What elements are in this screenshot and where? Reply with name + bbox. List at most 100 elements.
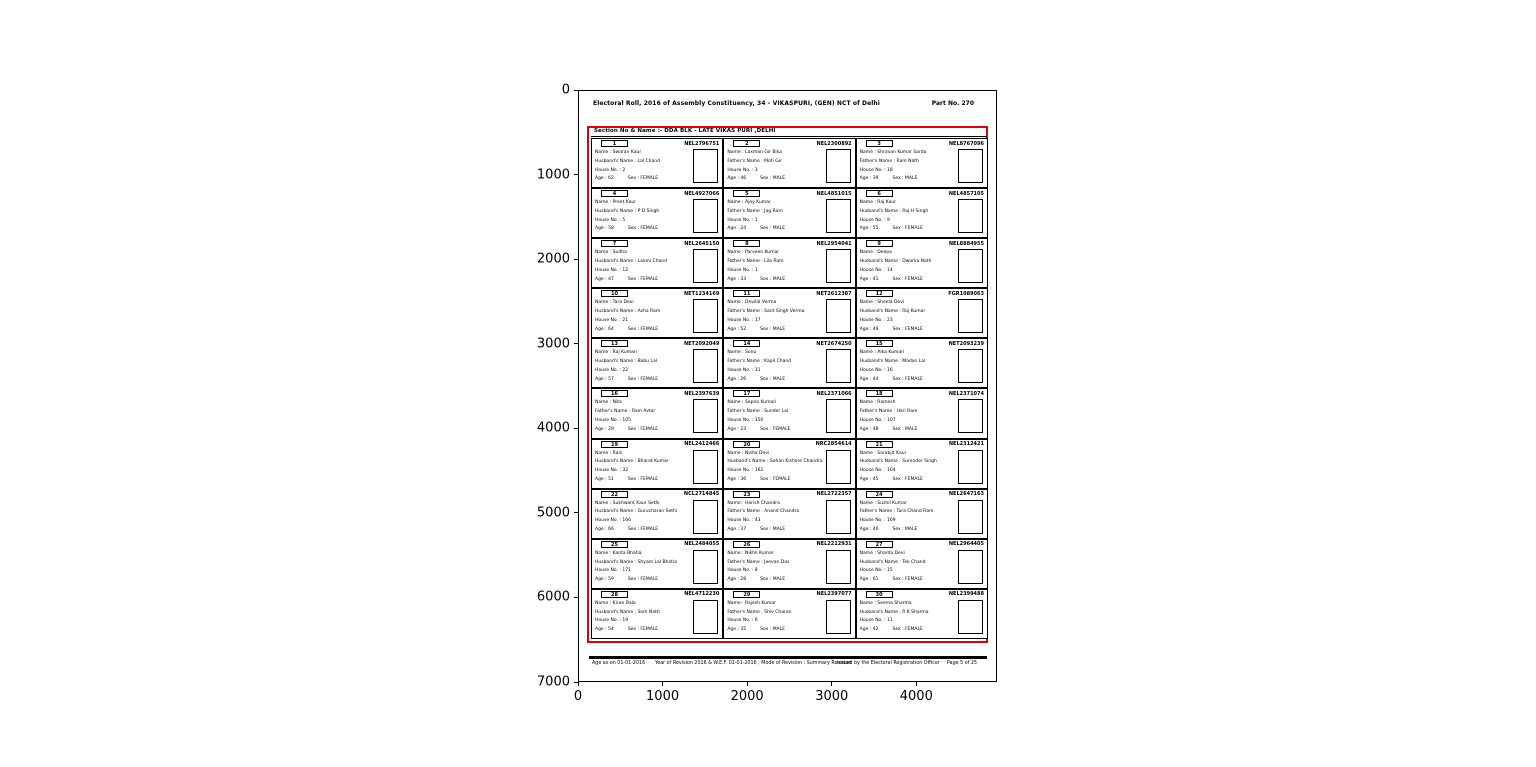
- serial-number-box: 27: [865, 540, 893, 548]
- epic-id: NEL4927066: [684, 190, 720, 197]
- y-tick-mark: [574, 89, 578, 91]
- voter-fields: Name : Harish Chandra Father's Name : Ana…: [727, 500, 827, 535]
- field-name: Name : Sharda Devi: [859, 550, 905, 556]
- voter-fields: Name : Preet Kaur Husband's Name : P D Si…: [595, 199, 695, 234]
- voter-fields: Name : Kiran Bala Husband's Name : Som Na…: [595, 600, 695, 635]
- field-name: Name : Nisha Devi: [727, 450, 770, 456]
- field-age-sex: Age : 49 Sex : FEMALE: [859, 326, 923, 332]
- field-age-sex: Age : 23 Sex : FEMALE: [727, 426, 791, 432]
- field-name: Name : Sheela Devi: [859, 300, 905, 306]
- voter-fields: Name : Ramesh Father's Name : Hari Ram Hou…: [860, 399, 960, 434]
- x-tick-mark: [662, 682, 664, 686]
- field-name: Name : Kiran Bala: [595, 600, 636, 606]
- photo-placeholder-box: [825, 149, 851, 183]
- serial-number-box: 20: [733, 440, 761, 448]
- field-age-sex: Age : 44 Sex : FEMALE: [859, 376, 923, 382]
- field-name: Name : Preet Kaur: [595, 200, 637, 206]
- field-age-sex: Age : 47 Sex : FEMALE: [595, 276, 659, 282]
- voter-fields: Name : Laxman Gir Bika Father's Name : Mo…: [727, 149, 827, 184]
- field-house-no: House No. : 9: [859, 217, 890, 223]
- epic-id: NRC2854614: [815, 441, 852, 448]
- voter-fields: Name : Sonu Father's Name : Kapil Chand Ho…: [727, 349, 827, 384]
- voter-entry-cell: 8 NEL2954041 Name : Parveen Kumar Father's …: [723, 238, 856, 289]
- voter-fields: Name : Nikhil Kumar Father's Name : Jeeva…: [727, 550, 827, 585]
- voter-fields: Name : Swaran Kaur Husband's Name : Lal C…: [595, 149, 695, 184]
- epic-id: NET1234169: [683, 290, 720, 297]
- photo-placeholder-box: [957, 149, 983, 183]
- serial-number-box: 8: [733, 240, 761, 248]
- serial-number-box: 19: [601, 440, 628, 448]
- voter-entries-grid: 1 NEL2796751 Name : Swaran Kaur Husband's N…: [591, 138, 988, 639]
- epic-id: NET2092049: [683, 340, 720, 347]
- voter-entry-cell: 19 NEL2412466 Name : Rani Husband's Name : …: [591, 438, 724, 489]
- x-tick-mark: [746, 682, 748, 686]
- epic-id: NEL2397077: [816, 591, 852, 598]
- field-relation: Father's Name : Hari Ram: [859, 409, 918, 415]
- field-name: Name : Kanta Bhatia: [595, 550, 642, 556]
- x-tick-label: 4000: [899, 689, 933, 704]
- epic-id: NET2093239: [948, 340, 984, 347]
- voter-fields: Name : Nisha Devi Husband's Name : Sohan …: [727, 450, 827, 485]
- serial-number-box: 2: [733, 140, 761, 147]
- field-relation: Father's Name : Sunder Lal: [727, 409, 789, 415]
- field-age-sex: Age : 57 Sex : FEMALE: [595, 376, 659, 382]
- field-name: Name : Seema Sharma: [859, 600, 912, 606]
- photo-placeholder-box: [693, 449, 719, 484]
- field-name: Name : Sudha: [595, 250, 627, 256]
- photo-placeholder-box: [825, 199, 851, 234]
- field-house-no: House No. : 43: [727, 518, 761, 524]
- field-age-sex: Age : 40 Sex : MALE: [859, 527, 918, 533]
- x-tick-label: 1000: [646, 689, 680, 704]
- voter-fields: Name : Seema Sharma Husband's Name : R K …: [860, 600, 960, 635]
- photo-placeholder-box: [825, 399, 851, 434]
- photo-placeholder-box: [825, 499, 851, 534]
- footer-issued-by: Issued by the Electoral Registration Off…: [837, 661, 940, 666]
- serial-number-box: 16: [601, 390, 628, 398]
- field-house-no: House No. : 31: [727, 367, 761, 373]
- voter-entry-cell: 14 NET2674250 Name : Sonu Father's Name : K…: [723, 338, 856, 389]
- photo-placeholder-box: [957, 249, 983, 284]
- voter-entry-cell: 23 NEL2722357 Name : Harish Chandra Father'…: [723, 488, 856, 539]
- x-tick-mark: [831, 682, 833, 686]
- y-tick-mark: [574, 258, 578, 260]
- field-age-sex: Age : 42 Sex : FEMALE: [859, 627, 923, 633]
- field-house-no: House No. : 14: [859, 267, 893, 273]
- x-tick-label: 0: [573, 689, 583, 704]
- field-house-no: House No. : 32: [595, 468, 629, 474]
- voter-entry-cell: 15 NET2093239 Name : Alka Kumari Husband's …: [855, 338, 988, 389]
- photo-placeholder-box: [957, 349, 983, 384]
- field-age-sex: Age : 29 Sex : FEMALE: [595, 426, 659, 432]
- field-name: Name : Nikhil Kumar: [727, 550, 774, 556]
- photo-placeholder-box: [825, 449, 851, 484]
- field-relation: Husband's Name : Raj Kumar: [859, 309, 926, 315]
- field-age-sex: Age : 66 Sex : FEMALE: [595, 527, 659, 533]
- photo-placeholder-box: [693, 299, 719, 334]
- epic-id: NEL2212931: [816, 541, 852, 548]
- field-relation: Husband's Name : Laxmi Chand: [595, 258, 668, 264]
- field-relation: Father's Name : Anand Chandra: [727, 509, 800, 515]
- serial-number-box: 28: [601, 590, 628, 598]
- voter-fields: Name : Raj Kaur Husband's Name : Raj H Si…: [860, 199, 960, 234]
- voter-fields: Name : Sheela Devi Husband's Name : Raj K…: [860, 299, 960, 334]
- voter-entry-cell: 25 NEL2484055 Name : Kanta Bhatia Husband's…: [591, 538, 724, 589]
- field-house-no: House No. : 150: [727, 418, 764, 424]
- serial-number-box: 29: [733, 590, 761, 598]
- voter-entry-cell: 27 NEL2964405 Name : Sharda Devi Husband's …: [855, 538, 988, 589]
- epic-id: NEL2645150: [684, 240, 720, 247]
- voter-entry-cell: 1 NEL2796751 Name : Swaran Kaur Husband's N…: [591, 138, 724, 189]
- field-age-sex: Age : 39 Sex : MALE: [859, 176, 918, 182]
- field-house-no: House No. : 21: [595, 317, 629, 323]
- photo-placeholder-box: [693, 249, 719, 284]
- footer-divider-bar: [589, 656, 987, 659]
- field-relation: Father's Name : Ram Nath: [859, 158, 919, 164]
- field-age-sex: Age : 64 Sex : FEMALE: [595, 326, 659, 332]
- voter-fields: Name : Sapna Kumari Father's Name : Sunde…: [727, 399, 827, 434]
- field-relation: Husband's Name : P D Singh: [595, 208, 660, 214]
- voter-entry-cell: 3 NEL8767096 Name : Shravan Kumar Sarda Fat…: [855, 138, 988, 189]
- voter-entry-cell: 12 FGR1089063 Name : Sheela Devi Husband's …: [855, 288, 988, 339]
- epic-id: NEL2647163: [948, 491, 984, 498]
- field-name: Name : Swaran Kaur: [595, 150, 642, 155]
- serial-number-box: 14: [733, 340, 761, 348]
- voter-entry-cell: 6 NEL4857105 Name : Raj Kaur Husband's Name…: [855, 188, 988, 239]
- field-house-no: House No. : 8: [727, 568, 758, 574]
